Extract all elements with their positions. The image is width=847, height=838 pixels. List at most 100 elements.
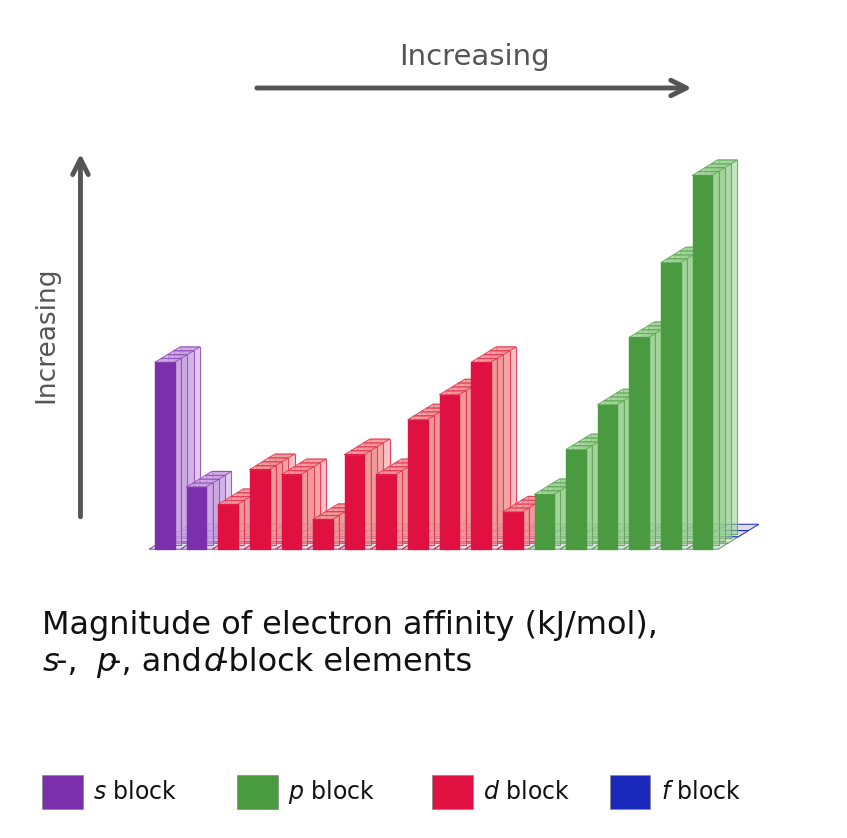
Polygon shape [617, 393, 636, 538]
Polygon shape [566, 449, 586, 549]
Polygon shape [338, 525, 379, 530]
Polygon shape [313, 515, 339, 520]
Polygon shape [285, 537, 328, 543]
Text: Increasing: Increasing [34, 267, 59, 403]
Polygon shape [673, 251, 700, 255]
Polygon shape [490, 347, 516, 350]
Polygon shape [433, 525, 474, 530]
Polygon shape [268, 454, 295, 458]
Polygon shape [604, 397, 630, 401]
Polygon shape [206, 475, 225, 538]
Polygon shape [219, 504, 238, 549]
Polygon shape [573, 442, 598, 446]
Polygon shape [475, 537, 518, 543]
Polygon shape [294, 467, 313, 541]
Polygon shape [560, 543, 602, 549]
Polygon shape [570, 537, 612, 543]
Polygon shape [383, 471, 402, 546]
Polygon shape [464, 525, 506, 530]
Polygon shape [642, 329, 662, 541]
Text: $\it{f}$ block: $\it{f}$ block [661, 780, 741, 804]
Polygon shape [497, 543, 539, 549]
Polygon shape [699, 172, 718, 546]
Polygon shape [180, 543, 223, 549]
Polygon shape [281, 471, 307, 474]
Polygon shape [223, 537, 264, 543]
Polygon shape [363, 443, 383, 538]
Polygon shape [717, 160, 738, 534]
Polygon shape [169, 530, 211, 537]
Polygon shape [174, 347, 200, 350]
Text: -,: -, [56, 647, 87, 678]
Polygon shape [503, 512, 523, 549]
Polygon shape [590, 525, 632, 530]
Polygon shape [685, 525, 727, 530]
Polygon shape [401, 459, 421, 534]
Polygon shape [680, 251, 700, 538]
Polygon shape [617, 389, 643, 393]
Polygon shape [496, 347, 516, 534]
Polygon shape [503, 508, 529, 512]
Polygon shape [237, 493, 257, 538]
Polygon shape [288, 467, 313, 471]
Polygon shape [263, 462, 282, 541]
Polygon shape [243, 489, 263, 534]
Polygon shape [301, 459, 326, 463]
Polygon shape [566, 446, 592, 449]
Text: d: d [203, 647, 224, 678]
Polygon shape [319, 511, 346, 515]
Polygon shape [199, 479, 219, 541]
Polygon shape [162, 354, 187, 359]
Polygon shape [191, 537, 233, 543]
Polygon shape [680, 247, 706, 251]
Polygon shape [559, 525, 601, 530]
Polygon shape [224, 497, 251, 500]
Polygon shape [326, 508, 352, 511]
Polygon shape [446, 387, 472, 391]
Polygon shape [661, 262, 681, 549]
Polygon shape [592, 543, 634, 549]
Polygon shape [661, 259, 687, 262]
Polygon shape [553, 479, 579, 483]
Polygon shape [339, 543, 380, 549]
Polygon shape [349, 537, 390, 543]
Polygon shape [380, 537, 423, 543]
Polygon shape [159, 537, 201, 543]
Polygon shape [224, 500, 244, 546]
Polygon shape [412, 537, 454, 543]
Polygon shape [345, 451, 371, 454]
Text: s: s [42, 647, 59, 678]
Polygon shape [401, 525, 442, 530]
Polygon shape [352, 447, 377, 451]
Text: $\it{d}$ block: $\it{d}$ block [483, 780, 570, 804]
Polygon shape [623, 389, 643, 534]
Polygon shape [611, 393, 636, 397]
Polygon shape [307, 543, 349, 549]
Polygon shape [655, 543, 697, 549]
Polygon shape [495, 525, 537, 530]
Polygon shape [193, 483, 213, 546]
Polygon shape [219, 500, 244, 504]
Polygon shape [254, 537, 296, 543]
Text: -block elements: -block elements [217, 647, 473, 678]
Polygon shape [231, 493, 257, 497]
Polygon shape [180, 347, 200, 534]
Polygon shape [363, 439, 390, 443]
Polygon shape [211, 525, 252, 530]
Polygon shape [629, 334, 656, 338]
Polygon shape [408, 420, 428, 549]
Polygon shape [458, 380, 484, 383]
Polygon shape [244, 543, 285, 549]
Polygon shape [642, 326, 667, 329]
Polygon shape [328, 530, 369, 537]
Polygon shape [579, 442, 598, 541]
Polygon shape [706, 163, 731, 168]
Polygon shape [250, 469, 269, 549]
Polygon shape [281, 474, 302, 549]
Polygon shape [155, 362, 174, 549]
Polygon shape [549, 530, 590, 537]
Polygon shape [352, 451, 371, 546]
Polygon shape [423, 530, 464, 537]
Polygon shape [471, 362, 491, 549]
Polygon shape [206, 472, 231, 475]
